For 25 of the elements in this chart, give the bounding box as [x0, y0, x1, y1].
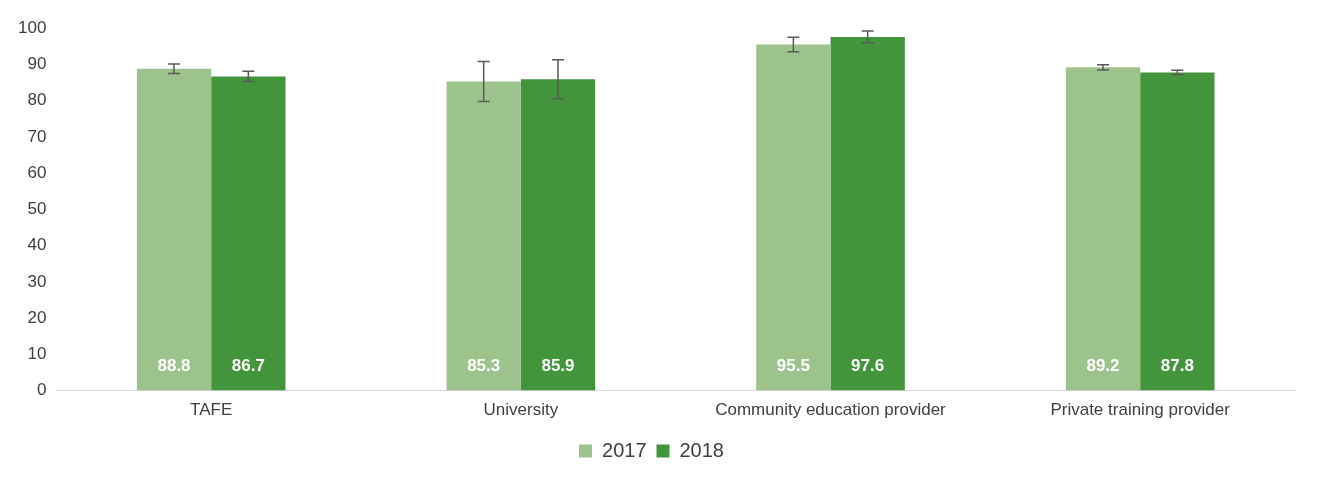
y-tick-label: 20 [27, 307, 47, 327]
data-label: 85.9 [541, 356, 575, 376]
x-tick-label: Private training provider [1050, 400, 1231, 420]
x-tick-label: Community education provider [715, 400, 947, 420]
y-tick-label: 0 [36, 380, 47, 400]
y-tick-label: 50 [27, 199, 47, 219]
y-tick-label: 70 [27, 126, 47, 146]
y-tick-label: 30 [27, 271, 47, 291]
data-label: 95.5 [776, 356, 810, 376]
data-label: 89.2 [1086, 356, 1120, 376]
data-label: 88.8 [157, 356, 191, 376]
legend-label: 2017 [602, 438, 647, 461]
x-tick-label: TAFE [190, 400, 233, 420]
data-label: 87.8 [1160, 356, 1194, 376]
y-tick-label: 40 [27, 235, 47, 255]
data-label: 86.7 [231, 356, 265, 376]
y-tick-label: 60 [27, 162, 47, 182]
data-label: 85.3 [467, 356, 501, 376]
legend-label: 2018 [679, 438, 724, 461]
y-tick-label: 80 [27, 90, 47, 110]
data-label: 97.6 [851, 356, 885, 376]
y-tick-label: 90 [27, 54, 47, 74]
y-tick-label: 100 [17, 17, 47, 37]
y-tick-label: 10 [27, 344, 47, 364]
x-tick-label: University [483, 400, 559, 420]
